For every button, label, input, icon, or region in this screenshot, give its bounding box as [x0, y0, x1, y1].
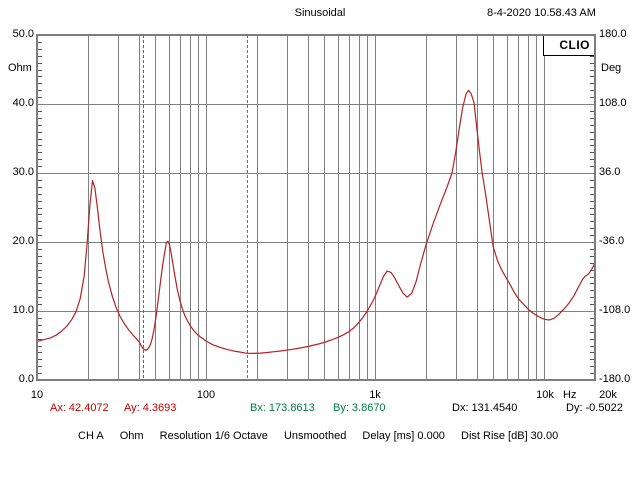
marker-delta-x-value: 131.4540	[471, 402, 518, 414]
status-channel: CH A	[78, 430, 104, 442]
y-left-tick-50: 50.0	[12, 28, 34, 40]
y-right-unit-label: Deg	[601, 62, 622, 74]
y-left-tick-30: 30.0	[12, 166, 34, 178]
marker-a-x-value: 42.4072	[68, 402, 109, 414]
x-tick-10k: 10k	[536, 389, 554, 401]
marker-b-x-label: Bx:	[250, 402, 266, 414]
marker-b-x-readout: Bx: 173.8613	[250, 402, 315, 414]
status-smoothing: Unsmoothed	[283, 430, 347, 442]
status-resolution: Resolution 1/6 Octave	[159, 430, 268, 442]
measurement-type-label: Sinusoidal	[294, 7, 346, 19]
y-right-tick-n180: -180.0	[599, 373, 631, 385]
plot-border	[36, 34, 596, 381]
marker-delta-x-readout: Dx: 131.4540	[452, 402, 517, 414]
y-left-tick-40: 40.0	[12, 97, 34, 109]
x-tick-10: 10	[30, 389, 44, 401]
marker-delta-y-label: Dy:	[566, 402, 583, 414]
status-dist-rise: Dist Rise [dB] 30.00	[461, 430, 559, 442]
marker-a-x-readout: Ax: 42.4072	[50, 402, 109, 414]
marker-delta-x-label: Dx:	[452, 402, 469, 414]
y-left-tick-10: 10.0	[12, 304, 34, 316]
measurement-datetime: 8-4-2020 10.58.43 AM	[487, 7, 596, 19]
status-bar: CH A Ohm Resolution 1/6 Octave Unsmoothe…	[78, 430, 571, 442]
marker-delta-y-readout: Dy: -0.5022	[566, 402, 623, 414]
marker-b-y-label: By:	[333, 402, 349, 414]
marker-b-y-value: 3.8670	[351, 402, 386, 414]
impedance-curve	[36, 89, 596, 354]
x-tick-1k: 1k	[369, 389, 381, 401]
marker-b-x-value: 173.8613	[268, 402, 315, 414]
status-delay: Delay [ms] 0.000	[362, 430, 445, 442]
x-tick-100: 100	[196, 389, 216, 401]
marker-a-y-label: Ay:	[124, 402, 140, 414]
marker-delta-y-value: -0.5022	[585, 402, 623, 414]
y-right-tick-n36: -36.0	[599, 235, 625, 247]
x-tick-20k: 20k	[599, 389, 617, 401]
y-left-tick-0: 0.0	[18, 373, 34, 385]
clio-logo-badge: CLIO	[543, 36, 594, 56]
marker-a-y-value: 4.3693	[142, 402, 177, 414]
y-right-tick-108: 108.0	[599, 97, 627, 109]
y-left-tick-20: 20.0	[12, 235, 34, 247]
x-axis-unit-label: Hz	[563, 389, 577, 401]
y-right-tick-36: 36.0	[599, 166, 621, 178]
y-left-unit-label: Ohm	[8, 62, 32, 74]
marker-b-y-readout: By: 3.8670	[333, 402, 386, 414]
y-right-tick-n108: -108.0	[599, 304, 631, 316]
marker-a-y-readout: Ay: 4.3693	[124, 402, 176, 414]
marker-a-x-label: Ax:	[50, 402, 66, 414]
status-unit: Ohm	[119, 430, 144, 442]
y-right-tick-180: 180.0	[599, 28, 627, 40]
